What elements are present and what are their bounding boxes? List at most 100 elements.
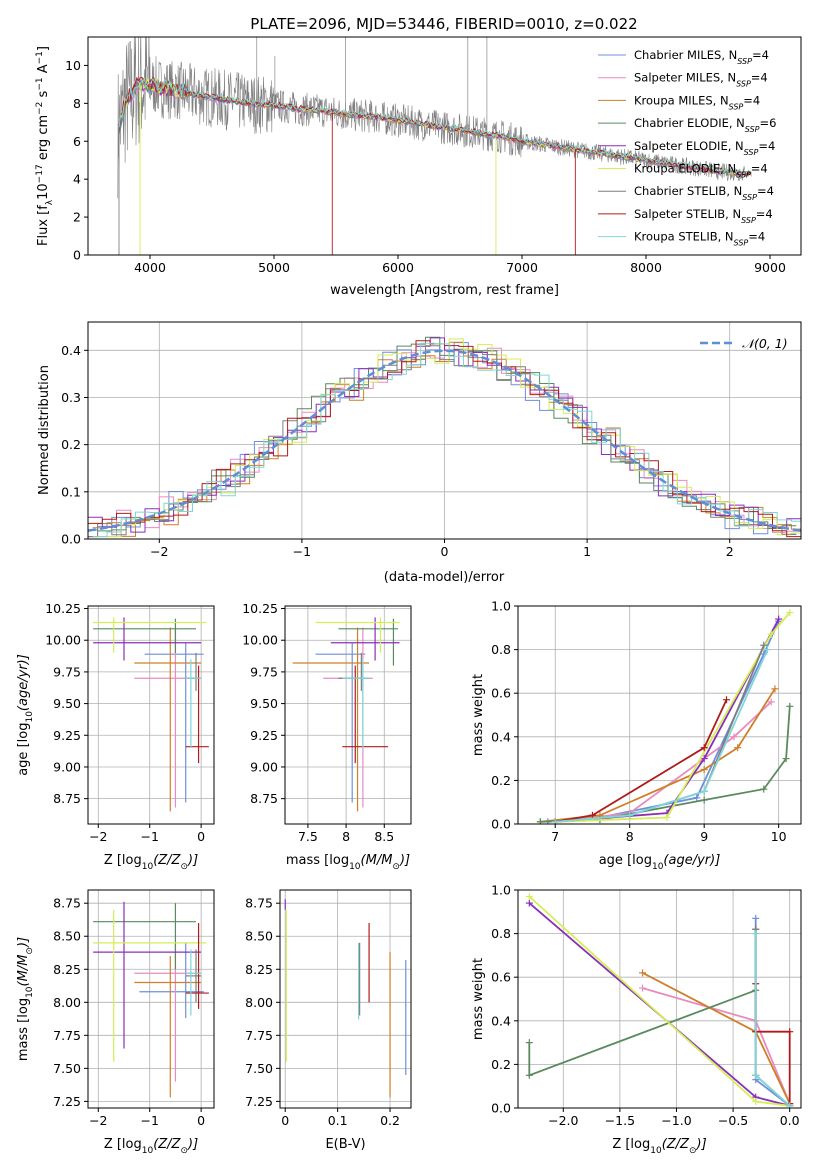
legend-entry: Kroupa STELIB, NSSP=4 — [634, 230, 765, 248]
axes-frame — [517, 889, 802, 1109]
weight-line — [754, 933, 791, 1107]
histogram-steps — [88, 345, 797, 538]
residuals-panel-plot-area — [88, 322, 801, 539]
mass-vs-Z-panel: −2 −1 07.257.507.758.008.258.508.75Z [log1… — [16, 889, 215, 1156]
y-axis-label: Normed distribution — [37, 365, 52, 495]
label-part: )] — [399, 853, 410, 868]
y-tick-label: 10.00 — [45, 633, 81, 648]
normal-curve — [88, 349, 801, 532]
y-tick-label: 8.50 — [245, 929, 273, 944]
histogram-steps — [88, 342, 797, 538]
label-part: −1 — [35, 77, 45, 90]
axes-frame — [279, 889, 412, 1109]
y-tick-label: 6 — [73, 134, 81, 149]
panels: 4000 5000 6000 7000 8000 90000246810wavelengt… — [16, 36, 802, 1156]
x-tick-label: 1 — [583, 544, 591, 559]
label-part: −17 — [35, 164, 45, 183]
x-axis-label: E(B-V) — [325, 1137, 365, 1152]
y-tick-label: 9.25 — [250, 728, 278, 743]
x-tick-label: −1 — [140, 1113, 158, 1128]
x-tick-label: −1.0 — [661, 1113, 691, 1128]
y-tick-label: 0.2 — [61, 437, 81, 452]
y-tick-label: 0.6 — [491, 970, 511, 985]
y-tick-label: 7.25 — [245, 1094, 273, 1109]
x-tick-label: 8 — [626, 829, 634, 844]
legend-entry: Chabrier STELIB, NSSP=4 — [634, 184, 774, 202]
x-tick-label: 9000 — [754, 260, 786, 275]
x-tick-label: 8000 — [630, 260, 662, 275]
legend-entry: Salpeter STELIB, NSSP=4 — [634, 207, 773, 225]
residuals-panel: −2 −1 0 1 2 0.0 0.1 0.2 0.3 0.4 (data-model)/error… — [37, 321, 802, 585]
x-tick-label: 7000 — [506, 260, 538, 275]
y-tick-label: 8.75 — [245, 896, 273, 911]
x-tick-label: 0 — [197, 829, 205, 844]
label-part: 10 — [650, 1146, 662, 1156]
label-part: 10 — [36, 183, 51, 200]
label-part: )] — [696, 1137, 707, 1152]
x-tick-label: 0.0 — [780, 1113, 800, 1128]
y-tick-label: 0.0 — [61, 532, 81, 547]
label-part: mass [log — [286, 853, 349, 868]
weight-vs-Z-panel-plot-area — [518, 890, 801, 1108]
y-tick-label: 0.8 — [491, 926, 511, 941]
histogram-steps — [88, 340, 801, 538]
x-tick-label: −0.5 — [718, 1113, 748, 1128]
y-tick-label: 0.2 — [491, 773, 511, 788]
label-part: )] — [187, 853, 198, 868]
y-tick-label: 7.50 — [53, 1061, 81, 1076]
x-tick-label: 8 — [342, 829, 350, 844]
x-tick-label: −1.5 — [605, 1113, 635, 1128]
y-axis-label: Flux [fλ10−17 erg cm−2 s−1 A−1] — [35, 46, 55, 246]
y-tick-label: 10 — [65, 58, 81, 73]
label-part: ⊙ — [25, 947, 35, 955]
axes-frame — [87, 605, 215, 825]
label-part: (age/yr)] — [16, 654, 31, 711]
y-tick-label: 7.50 — [245, 1061, 273, 1076]
y-tick-label: 2 — [73, 210, 81, 225]
y-tick-label: 8.00 — [53, 995, 81, 1010]
weight-line — [555, 699, 728, 823]
weight-vs-age-panel-plot-area — [518, 606, 801, 824]
y-axis-label: mass [log10(M/M⊙)] — [16, 937, 35, 1061]
model-fit-line — [118, 76, 752, 175]
spectrum-panel: 4000 5000 6000 7000 8000 9000 0 2 4 6 8 10 wavelengt… — [35, 36, 802, 298]
label-part: −1 — [35, 51, 45, 64]
label-part: 10 — [142, 1146, 154, 1156]
label-part: Z [log — [104, 1137, 142, 1152]
y-tick-label: 9.50 — [250, 696, 278, 711]
label-part: ⊙ — [180, 1146, 188, 1156]
weight-line — [555, 649, 769, 823]
weight-vs-Z-panel: −2.0 −1.5 −1.0 −0.5 0.0 0.0 0.2 0.4 0.6 0.8 1.0 Z [… — [471, 883, 802, 1156]
axes-frame — [284, 605, 412, 825]
y-tick-label: 4 — [73, 172, 81, 187]
label-part: Flux [f — [36, 205, 51, 246]
x-tick-label: −2 — [89, 1113, 107, 1128]
legend-entry: Chabrier ELODIE, NSSP=6 — [634, 116, 776, 134]
y-tick-label: 0.4 — [491, 729, 511, 744]
weight-line — [555, 611, 791, 823]
label-part: Z [log — [612, 1137, 650, 1152]
weight-line — [754, 918, 791, 1107]
label-part: λ — [45, 199, 55, 205]
y-tick-label: 8.75 — [250, 791, 278, 806]
x-tick-label: 7 — [551, 829, 559, 844]
y-tick-label: 9.00 — [250, 759, 278, 774]
y-tick-label: 10.00 — [242, 633, 278, 648]
y-tick-label: 8.25 — [53, 962, 81, 977]
histogram-steps — [92, 341, 801, 537]
label-part: s — [36, 90, 51, 101]
x-axis-label: (data-model)/error — [384, 570, 505, 585]
y-tick-label: 0.8 — [491, 642, 511, 657]
y-tick-label: 7.75 — [53, 1028, 81, 1043]
label-part: (Z/Z — [662, 1137, 690, 1152]
label-part: ⊙ — [180, 862, 188, 872]
x-tick-label: −2 — [89, 829, 107, 844]
age-vs-mass-panel: 7.5 8 8.5 8.75 9.00 9.25 9.50 9.75 10.00 10.25 mas… — [242, 601, 412, 872]
legend-entry: Chabrier MILES, NSSP=4 — [634, 48, 769, 66]
legend-entry: Kroupa MILES, NSSP=4 — [634, 93, 760, 111]
y-tick-label: 10.25 — [45, 601, 81, 616]
y-tick-label: 9.75 — [53, 664, 81, 679]
y-tick-label: 1.0 — [491, 599, 511, 614]
mass-vs-Z-panel-plot-area — [88, 890, 214, 1108]
